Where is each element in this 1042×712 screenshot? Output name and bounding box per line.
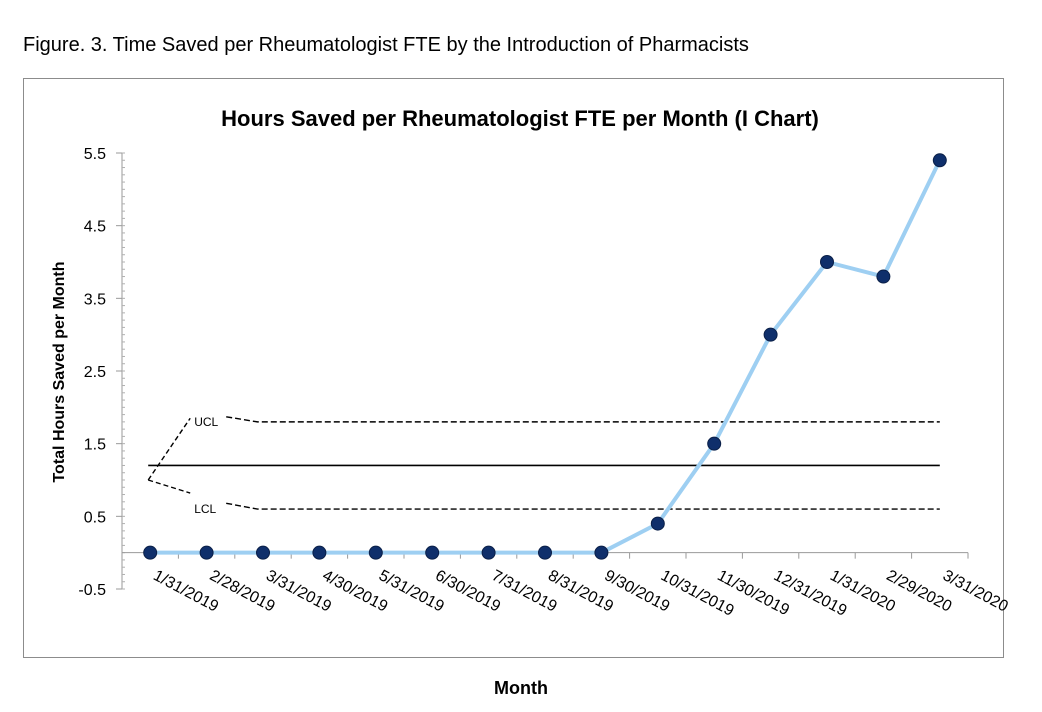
data-point (312, 545, 327, 560)
figure-caption: Figure. 3. Time Saved per Rheumatologist… (23, 34, 749, 56)
data-point (256, 545, 270, 560)
lcl-line (226, 502, 940, 510)
y-tick-label: 0.5 (84, 509, 106, 526)
lcl-label: LCL (194, 502, 216, 516)
y-tick-label: 2.5 (84, 364, 106, 381)
control-limits: UCL LCL (147, 415, 940, 516)
data-point (707, 436, 722, 451)
data-point (538, 545, 552, 560)
ucl-line (226, 416, 940, 423)
ucl-bracket (147, 417, 191, 481)
data-point (199, 545, 214, 560)
x-tick-label: 3/31/2020 (940, 567, 1011, 615)
data-point (368, 545, 383, 560)
lcl-bracket (147, 479, 191, 494)
y-tick-label: 1.5 (84, 437, 106, 454)
data-point (876, 269, 891, 284)
data-point (820, 255, 834, 269)
data-point (594, 545, 609, 560)
data-point (143, 545, 158, 560)
data-point (425, 545, 440, 560)
data-point (481, 545, 496, 560)
y-tick-label: 3.5 (84, 291, 106, 308)
series-line (150, 159, 942, 555)
y-tick-label: 5.5 (84, 146, 106, 163)
ucl-label: UCL (194, 415, 218, 429)
chart-frame (23, 78, 1004, 658)
y-tick-label: 4.5 (84, 219, 106, 236)
data-point (650, 516, 665, 531)
data-point (763, 327, 778, 342)
y-axis-title: Total Hours Saved per Month (51, 261, 68, 482)
x-axis-title: Month (494, 678, 548, 698)
y-tick-label: -0.5 (78, 582, 106, 599)
data-series (143, 153, 947, 560)
chart-title: Hours Saved per Rheumatologist FTE per M… (221, 106, 819, 131)
data-point (932, 153, 947, 168)
